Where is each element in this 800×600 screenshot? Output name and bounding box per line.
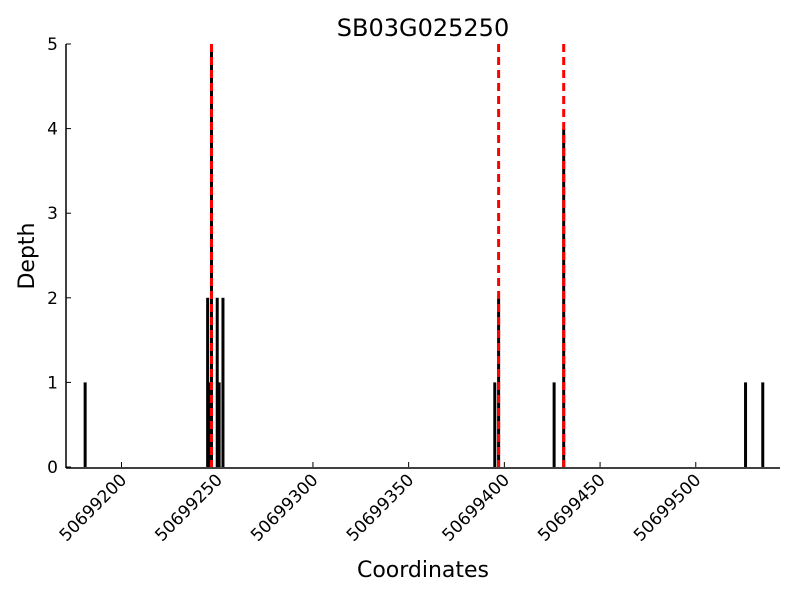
- x-tick-label: 50699200: [56, 470, 131, 545]
- bar: [215, 297, 219, 467]
- bar: [761, 382, 765, 467]
- bar: [206, 297, 210, 467]
- x-tick-label: 50699400: [439, 470, 514, 545]
- y-tick-label: 3: [47, 204, 58, 224]
- chart-title: SB03G025250: [337, 14, 509, 42]
- y-tick-label: 2: [47, 289, 58, 309]
- bar: [493, 382, 497, 467]
- x-axis-label: Coordinates: [357, 558, 489, 583]
- x-tick-label: 50699350: [343, 470, 418, 545]
- y-tick-label: 4: [47, 120, 58, 140]
- x-tick-label: 50699250: [151, 470, 226, 545]
- y-tick-label: 1: [47, 373, 58, 393]
- y-tick-label: 0: [47, 458, 58, 478]
- bar: [217, 382, 221, 467]
- x-tick-label: 50699450: [534, 470, 609, 545]
- bar: [83, 382, 87, 467]
- bar: [744, 382, 748, 467]
- y-tick-label: 5: [47, 35, 58, 55]
- x-tick-label: 50699500: [630, 470, 705, 545]
- bar: [221, 297, 225, 467]
- x-tick-label: 50699300: [247, 470, 322, 545]
- bar: [552, 382, 556, 467]
- bar: [208, 382, 212, 467]
- y-axis-label: Depth: [15, 222, 40, 289]
